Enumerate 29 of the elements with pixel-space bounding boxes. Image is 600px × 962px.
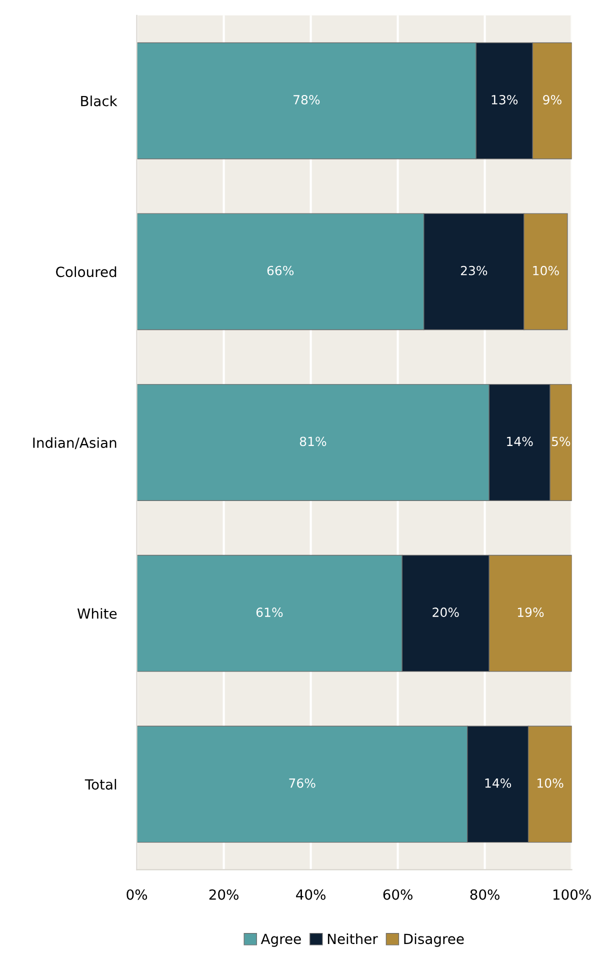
legend-label: Neither <box>328 933 378 944</box>
data-label: 20% <box>432 608 459 617</box>
legend-label: Agree <box>260 934 301 947</box>
x-tick-label: 0% <box>126 889 148 900</box>
data-label: 81% <box>300 436 326 446</box>
data-label: 14% <box>507 436 533 446</box>
data-label: 66% <box>267 266 294 276</box>
x-tick-label: 100% <box>553 889 591 900</box>
y-tick-label: Black <box>81 96 118 106</box>
y-tick-label: Total <box>84 778 116 790</box>
data-label: 10% <box>538 778 564 788</box>
data-label: 23% <box>460 266 488 276</box>
y-tick-label: Coloured <box>56 266 116 278</box>
data-label: 9% <box>543 94 562 104</box>
x-tick-label: 80% <box>470 889 500 900</box>
x-tick-label: 40% <box>296 889 326 900</box>
data-label: 13% <box>492 94 518 104</box>
data-label: 14% <box>485 778 512 788</box>
data-label: 10% <box>533 266 559 276</box>
y-tick-label: Indian/Asian <box>33 437 116 450</box>
x-tick-label: 60% <box>383 889 412 900</box>
x-tick-label: 20% <box>209 889 238 900</box>
data-label: 19% <box>518 608 544 617</box>
legend-label: Disagree <box>404 933 464 947</box>
data-label: 78% <box>294 94 320 104</box>
data-label: 76% <box>289 778 316 788</box>
y-tick-label: White <box>77 608 117 619</box>
data-label: 5% <box>552 436 570 446</box>
data-label: 61% <box>256 608 283 617</box>
